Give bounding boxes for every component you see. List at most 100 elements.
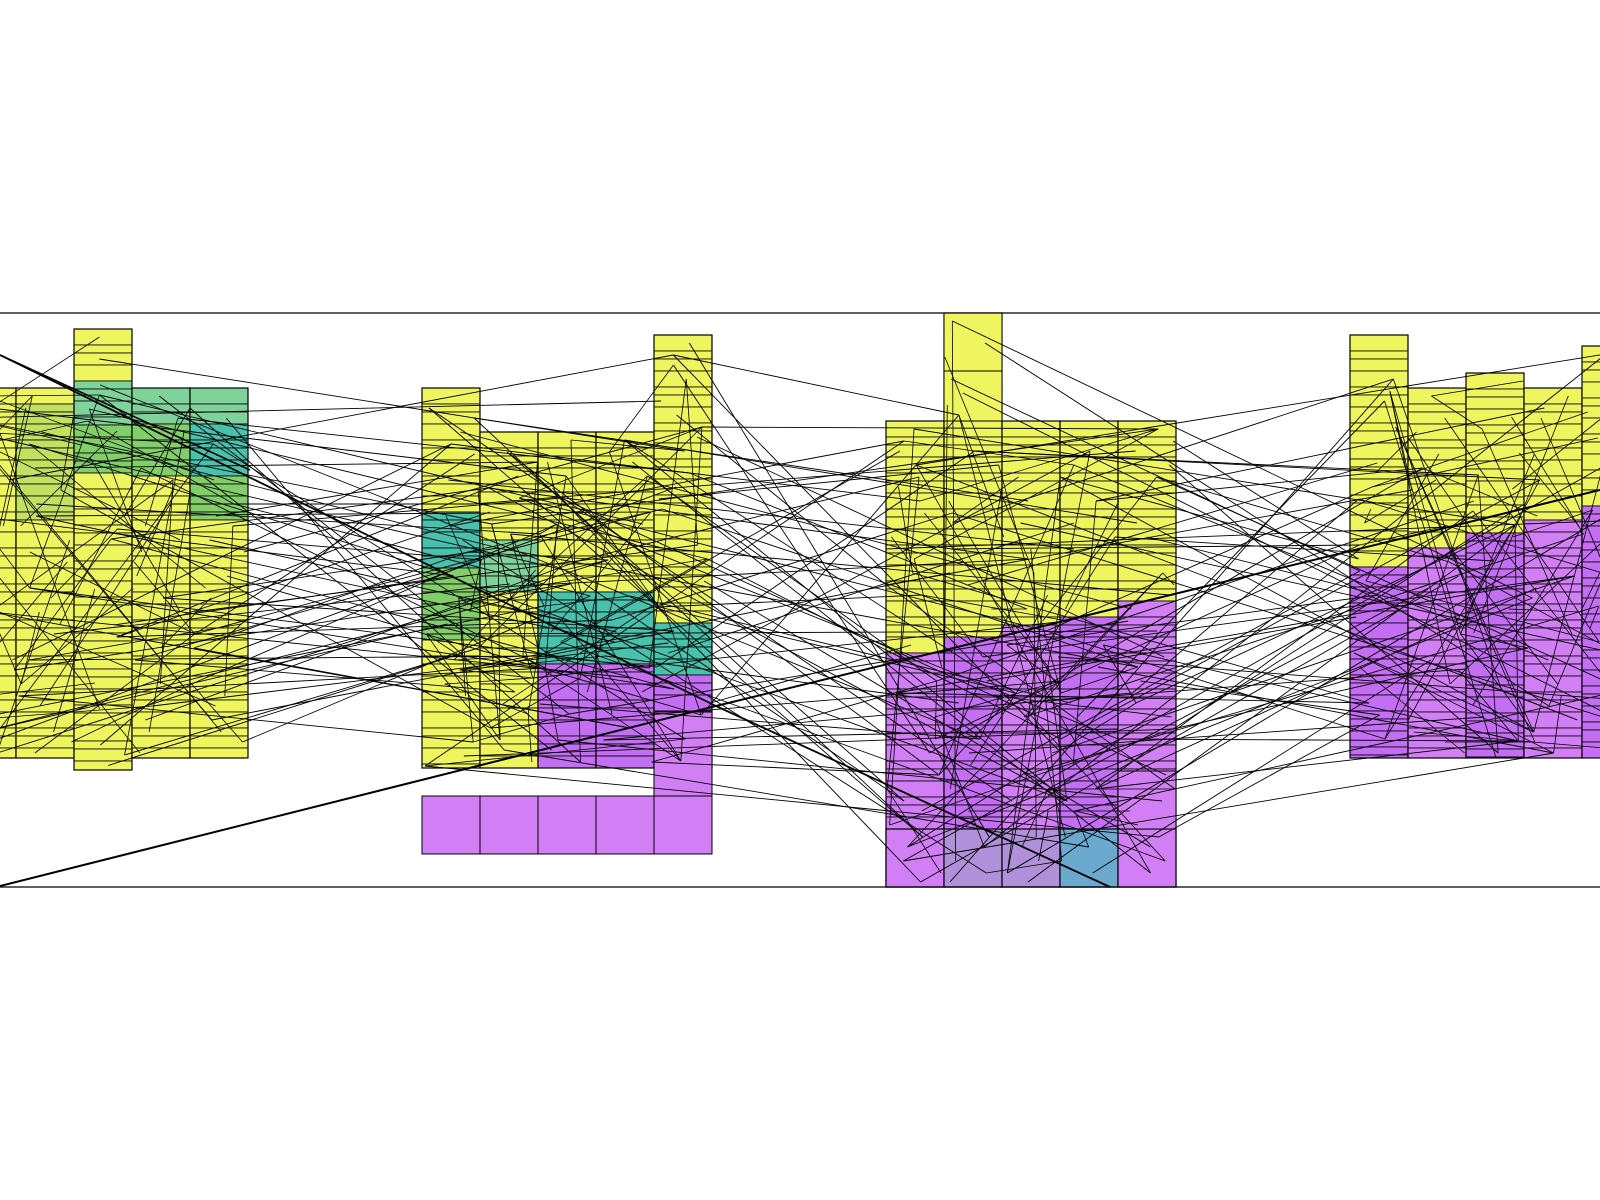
connection-line: [921, 594, 1068, 622]
connection-line: [962, 392, 1600, 711]
connection-line: [1365, 580, 1600, 643]
connection-line: [191, 683, 243, 743]
grid-cell: [1349, 718, 1409, 732]
grid-cell: [73, 488, 133, 498]
connection-line: [107, 647, 479, 766]
connection-line: [1444, 417, 1600, 643]
connection-line: [1540, 417, 1600, 558]
connection-line: [564, 559, 609, 571]
connection-line: [651, 680, 937, 763]
connection-line: [177, 417, 690, 474]
connection-line: [426, 633, 515, 693]
connection-line: [1460, 633, 1535, 733]
connection-line: [527, 475, 567, 715]
grid-cell: [1001, 724, 1061, 734]
connection-line: [916, 464, 1578, 721]
connection-line: [1477, 680, 1578, 721]
connection-line: [1060, 666, 1138, 694]
connection-line: [1147, 536, 1476, 620]
connection-line: [1096, 467, 1423, 502]
connection-line: [0, 408, 567, 477]
connection-line: [111, 487, 489, 540]
connection-line: [608, 451, 702, 716]
grid-cell: [537, 719, 597, 737]
connection-line: [630, 595, 1071, 704]
grid-cell: [595, 563, 655, 577]
connection-line: [1060, 476, 1534, 733]
connection-line: [0, 400, 662, 418]
connection-line: [191, 523, 558, 685]
connection-line: [428, 407, 1013, 802]
connection-line: [194, 508, 663, 635]
connection-line: [1364, 508, 1372, 524]
grid-cell: [885, 492, 945, 510]
grid-cell: [885, 436, 945, 446]
connection-line: [934, 680, 1061, 718]
grid-cell: [131, 583, 191, 593]
grid-cell: [131, 747, 191, 759]
grid-cell: [1581, 729, 1600, 743]
connection-line: [651, 761, 940, 776]
grid-cell: [1581, 561, 1600, 579]
grid-cell: [885, 828, 945, 888]
connection-line: [703, 580, 1151, 848]
connection-line: [152, 642, 669, 707]
connection-line: [0, 613, 631, 729]
connection-line: [0, 548, 31, 589]
connection-line: [0, 438, 565, 571]
connection-line: [29, 443, 454, 577]
connection-line: [1353, 652, 1554, 754]
grid-cell: [1523, 591, 1583, 605]
connection-line: [1156, 476, 1450, 563]
connection-line: [88, 408, 143, 553]
grid-cell: [1407, 699, 1467, 713]
connection-line: [450, 443, 921, 502]
grid-cell: [1465, 388, 1525, 398]
grid-cell: [1523, 411, 1583, 425]
connection-line: [34, 633, 196, 754]
grid-cell: [595, 755, 655, 769]
connection-line: [1033, 572, 1037, 838]
connection-line: [1024, 572, 1164, 718]
connection-line: [148, 489, 191, 733]
connection-line: [895, 692, 1370, 704]
grid-cell: [0, 603, 17, 621]
connection-line: [970, 536, 1116, 766]
connection-line: [605, 655, 959, 704]
connection-line: [232, 497, 562, 527]
connection-line: [1389, 390, 1413, 491]
grid-cell: [0, 411, 17, 425]
grid-cell: [1349, 730, 1409, 748]
grid-cell: [421, 675, 481, 693]
grid-cell: [1059, 492, 1119, 510]
connection-line: [510, 533, 1170, 596]
connection-line: [454, 655, 523, 661]
grid-cell: [1407, 747, 1467, 759]
connection-line: [0, 432, 214, 445]
grid-cell: [653, 334, 713, 352]
grid-cell: [73, 712, 133, 726]
connection-line: [50, 528, 118, 599]
grid-cell: [595, 483, 655, 493]
connection-line: [163, 547, 499, 599]
connection-line: [71, 683, 192, 743]
connection-line: [1074, 810, 1090, 848]
grid-cell: [943, 312, 1003, 372]
connection-line: [0, 451, 181, 541]
connection-line: [140, 467, 546, 669]
connection-line: [1158, 714, 1380, 838]
connection-line: [539, 655, 657, 668]
connection-line: [1508, 608, 1581, 613]
connection-line: [1353, 652, 1534, 733]
grid-cell: [73, 452, 133, 462]
connection-line: [1132, 498, 1359, 694]
grid-cell: [653, 795, 713, 855]
grid-cell: [1349, 442, 1409, 460]
grid-cell: [1465, 396, 1525, 410]
connection-line: [1407, 436, 1494, 562]
connection-line: [1074, 694, 1600, 812]
grid-cell: [421, 411, 481, 425]
connection-line: [444, 677, 533, 685]
connection-line: [552, 487, 660, 608]
connection-line: [1073, 464, 1549, 661]
